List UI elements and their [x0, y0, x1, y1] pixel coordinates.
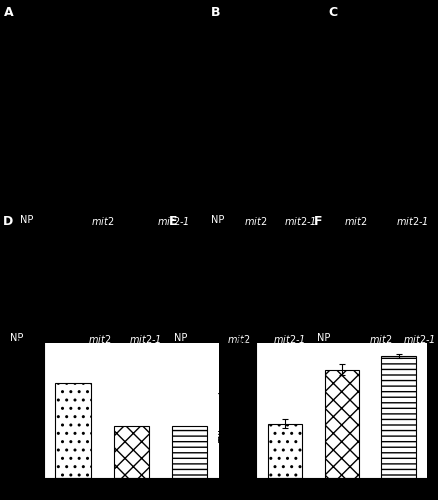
Text: $mit2$-1: $mit2$-1 — [396, 216, 428, 228]
Text: $mit2$-1: $mit2$-1 — [157, 216, 189, 228]
Bar — [172, 426, 207, 478]
Text: $mit2$-1: $mit2$-1 — [284, 216, 317, 228]
Text: NP: NP — [211, 216, 224, 226]
Text: $mit2$: $mit2$ — [227, 332, 251, 344]
Text: $mit2$: $mit2$ — [244, 216, 267, 228]
Text: NP: NP — [10, 332, 23, 342]
Text: F: F — [314, 216, 322, 228]
Text: $mit2$-1: $mit2$-1 — [129, 332, 161, 344]
Text: $mit2$-1: $mit2$-1 — [382, 495, 415, 500]
Text: E: E — [170, 216, 178, 228]
Y-axis label: Tiller number: Tiller number — [219, 378, 229, 442]
Text: $mit2$: $mit2$ — [330, 495, 353, 500]
Text: C: C — [328, 6, 338, 19]
Bar — [114, 426, 149, 478]
Bar — [325, 370, 359, 478]
Y-axis label: Plant height (cm): Plant height (cm) — [0, 368, 10, 452]
Text: A: A — [4, 6, 14, 19]
Text: $mit2$: $mit2$ — [120, 495, 143, 500]
Bar — [268, 424, 302, 478]
Text: H: H — [222, 324, 233, 337]
Text: NP: NP — [174, 332, 187, 342]
Text: $mit2$: $mit2$ — [91, 216, 115, 228]
Text: $mit2$-1: $mit2$-1 — [273, 332, 306, 344]
Text: $mit2$-1: $mit2$-1 — [403, 332, 435, 344]
Text: G: G — [0, 324, 10, 337]
Bar — [56, 383, 91, 478]
Text: $mit2$: $mit2$ — [344, 216, 367, 228]
Text: NP: NP — [20, 216, 33, 226]
Text: NP: NP — [317, 332, 330, 342]
Text: B: B — [211, 6, 220, 19]
Text: NP: NP — [278, 495, 291, 500]
Bar — [381, 356, 416, 478]
Text: $mit2$-1: $mit2$-1 — [173, 495, 206, 500]
Text: $mit2$: $mit2$ — [88, 332, 112, 344]
Text: NP: NP — [66, 495, 80, 500]
Text: D: D — [4, 216, 14, 228]
Text: $mit2$: $mit2$ — [369, 332, 392, 344]
